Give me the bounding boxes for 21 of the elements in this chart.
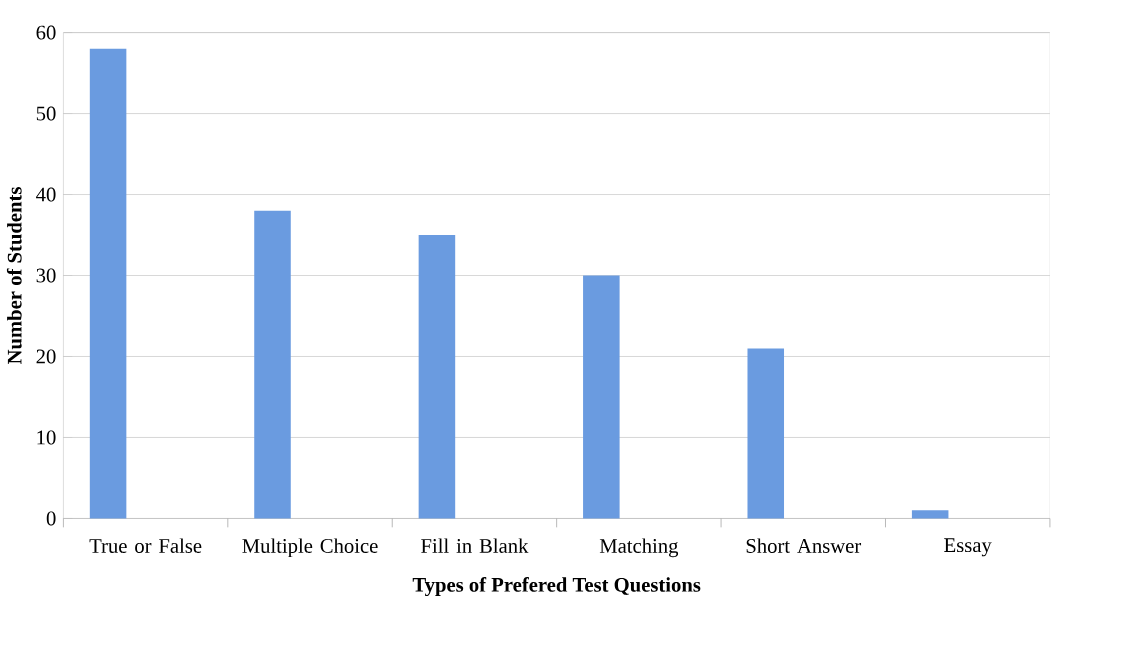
bar xyxy=(254,210,291,519)
x-axis-title: Types of Prefered Test Questions xyxy=(412,577,701,597)
y-tick-label: 60 xyxy=(36,25,56,40)
bar xyxy=(747,348,785,519)
bar xyxy=(418,235,456,519)
x-tick-label: Fill in Blank xyxy=(421,538,529,554)
bar xyxy=(89,48,127,519)
bar xyxy=(583,275,620,519)
y-axis-title: Number of Students xyxy=(6,187,22,365)
x-tick-label: Matching xyxy=(599,538,679,558)
x-tick-label: True or False xyxy=(89,538,202,554)
y-tick-label: 50 xyxy=(36,106,56,121)
y-tick-label: 0 xyxy=(46,511,56,526)
y-tick-label: 30 xyxy=(36,268,56,283)
y-tick-label: 40 xyxy=(36,187,56,202)
bar xyxy=(911,510,949,519)
y-tick-label: 20 xyxy=(36,349,56,364)
x-tick-label: Multiple Choice xyxy=(242,538,378,558)
y-tick-label: 10 xyxy=(37,430,56,445)
x-tick-label: Short Answer xyxy=(746,538,862,554)
x-tick-label: Essay xyxy=(944,538,992,557)
